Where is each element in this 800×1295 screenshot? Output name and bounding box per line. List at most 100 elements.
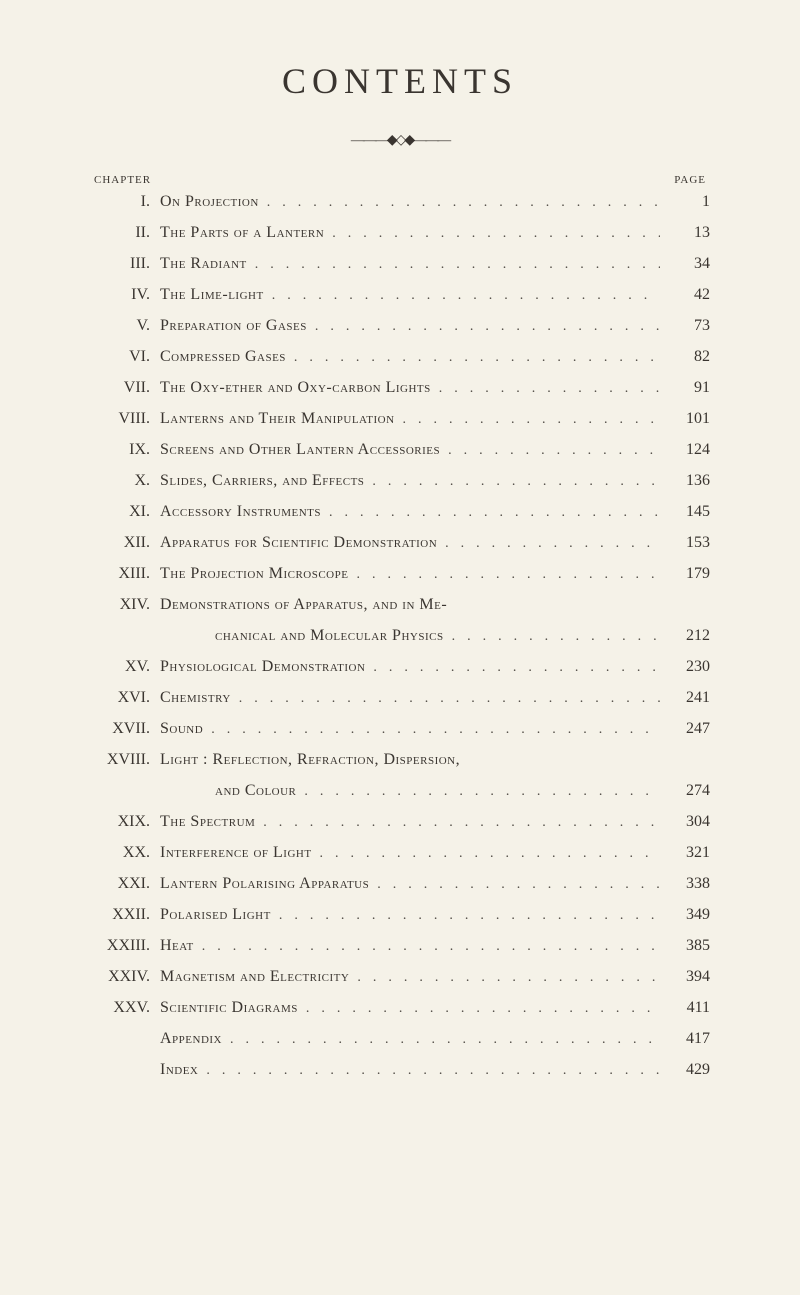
page-number: 304 — [660, 814, 710, 830]
leader-dots: ........................................… — [364, 475, 660, 489]
chapter-roman-numeral: XI. — [90, 504, 160, 520]
toc-entry-middle: The Radiant.............................… — [160, 256, 660, 272]
chapter-title: Slides, Carriers, and Effects — [160, 473, 364, 489]
leader-dots: ........................................… — [321, 506, 660, 520]
chapter-roman-numeral: I. — [90, 194, 160, 210]
leader-dots: ........................................… — [369, 878, 660, 892]
toc-entry-middle: Sound...................................… — [160, 721, 660, 737]
chapter-title: Accessory Instruments — [160, 504, 321, 520]
chapter-roman-numeral: XXIV. — [90, 969, 160, 985]
toc-row: XX.Interference of Light................… — [90, 845, 710, 864]
toc-entry-middle: The Oxy-ether and Oxy-carbon Lights.....… — [160, 380, 660, 396]
chapter-roman-numeral: XXIII. — [90, 938, 160, 954]
chapter-title: Apparatus for Scientific Demonstration — [160, 535, 437, 551]
chapter-roman-numeral: XVI. — [90, 690, 160, 706]
leader-dots: ........................................… — [194, 940, 660, 954]
chapter-title: chanical and Molecular Physics — [160, 628, 444, 644]
chapter-title: Polarised Light — [160, 907, 271, 923]
page-number: 13 — [660, 225, 710, 241]
chapter-roman-numeral: IX. — [90, 442, 160, 458]
toc-entry-middle: Slides, Carriers, and Effects...........… — [160, 473, 660, 489]
toc-entry-middle: Heat....................................… — [160, 938, 660, 954]
toc-row: VI.Compressed Gases.....................… — [90, 349, 710, 368]
chapter-roman-numeral: VII. — [90, 380, 160, 396]
chapter-roman-numeral: XXII. — [90, 907, 160, 923]
leader-dots: ........................................… — [365, 661, 660, 675]
chapter-title: Physiological Demonstration — [160, 659, 365, 675]
toc-entry-middle: Lantern Polarising Apparatus............… — [160, 876, 660, 892]
chapter-title: Appendix — [160, 1031, 222, 1047]
page-number: 349 — [660, 907, 710, 923]
leader-dots: ........................................… — [395, 413, 660, 427]
chapter-roman-numeral: XIX. — [90, 814, 160, 830]
chapter-title: The Spectrum — [160, 814, 255, 830]
page-number: 274 — [660, 783, 710, 799]
leader-dots: ........................................… — [286, 351, 660, 365]
toc-entry-middle: Magnetism and Electricity...............… — [160, 969, 660, 985]
chapter-roman-numeral: III. — [90, 256, 160, 272]
toc-entry-middle: The Parts of a Lantern..................… — [160, 225, 660, 241]
page-number: 385 — [660, 938, 710, 954]
toc-row: XVII.Sound..............................… — [90, 721, 710, 740]
chapter-title: Scientific Diagrams — [160, 1000, 298, 1016]
toc-row: XIV.Demonstrations of Apparatus, and in … — [90, 597, 710, 616]
leader-dots: ........................................… — [247, 258, 660, 272]
chapter-title: Demonstrations of Apparatus, and in Me- — [160, 597, 447, 613]
toc-entry-middle: Index...................................… — [160, 1062, 660, 1078]
toc-entry-middle: Scientific Diagrams.....................… — [160, 1000, 660, 1016]
chapter-title: Light : Reflection, Refraction, Dispersi… — [160, 752, 460, 768]
chapter-roman-numeral: IV. — [90, 287, 160, 303]
page-number: 394 — [660, 969, 710, 985]
chapter-title: The Parts of a Lantern — [160, 225, 324, 241]
chapter-title: Preparation of Gases — [160, 318, 307, 334]
toc-row: II.The Parts of a Lantern...............… — [90, 225, 710, 244]
toc-entry-middle: The Spectrum............................… — [160, 814, 660, 830]
toc-row: III.The Radiant.........................… — [90, 256, 710, 275]
leader-dots: ........................................… — [231, 692, 660, 706]
toc-row: XIII.The Projection Microscope..........… — [90, 566, 710, 585]
page-number: 101 — [660, 411, 710, 427]
leader-dots: ........................................… — [203, 723, 660, 737]
toc-row: chanical and Molecular Physics..........… — [90, 628, 710, 647]
header-chapter-label: CHAPTER — [94, 174, 151, 186]
page-number: 136 — [660, 473, 710, 489]
toc-row: VII.The Oxy-ether and Oxy-carbon Lights.… — [90, 380, 710, 399]
leader-dots: ........................................… — [431, 382, 660, 396]
chapter-roman-numeral: XII. — [90, 535, 160, 551]
chapter-title: Chemistry — [160, 690, 231, 706]
chapter-roman-numeral: XXI. — [90, 876, 160, 892]
toc-entry-middle: Screens and Other Lantern Accessories...… — [160, 442, 660, 458]
chapter-roman-numeral: XV. — [90, 659, 160, 675]
toc-row: IV.The Lime-light.......................… — [90, 287, 710, 306]
leader-dots: ........................................… — [324, 227, 660, 241]
table-of-contents: I.On Projection.........................… — [90, 194, 710, 1081]
chapter-title: Screens and Other Lantern Accessories — [160, 442, 440, 458]
toc-entry-middle: Physiological Demonstration.............… — [160, 659, 660, 675]
page-number: 1 — [660, 194, 710, 210]
chapter-roman-numeral: XVIII. — [90, 752, 160, 768]
chapter-title: Interference of Light — [160, 845, 312, 861]
toc-entry-middle: Apparatus for Scientific Demonstration..… — [160, 535, 660, 551]
toc-entry-middle: Lanterns and Their Manipulation.........… — [160, 411, 660, 427]
toc-row: V.Preparation of Gases..................… — [90, 318, 710, 337]
chapter-roman-numeral: VIII. — [90, 411, 160, 427]
toc-entry-middle: Appendix................................… — [160, 1031, 660, 1047]
toc-entry-middle: On Projection...........................… — [160, 194, 660, 210]
toc-entry-middle: Light : Reflection, Refraction, Dispersi… — [160, 752, 710, 768]
toc-header-row: CHAPTER PAGE — [90, 174, 710, 186]
page-number: 338 — [660, 876, 710, 892]
chapter-title: Index — [160, 1062, 198, 1078]
leader-dots: ........................................… — [348, 568, 660, 582]
page-number: 241 — [660, 690, 710, 706]
chapter-title: and Colour — [160, 783, 296, 799]
chapter-title: Heat — [160, 938, 194, 954]
page-number: 247 — [660, 721, 710, 737]
toc-row: XI.Accessory Instruments................… — [90, 504, 710, 523]
title-section: CONTENTS ———◆◇◆——— — [90, 60, 710, 149]
toc-row: Index...................................… — [90, 1062, 710, 1081]
toc-entry-middle: Accessory Instruments...................… — [160, 504, 660, 520]
chapter-roman-numeral: XIV. — [90, 597, 160, 613]
page-number: 145 — [660, 504, 710, 520]
leader-dots: ........................................… — [307, 320, 660, 334]
toc-entry-middle: and Colour..............................… — [160, 783, 660, 799]
